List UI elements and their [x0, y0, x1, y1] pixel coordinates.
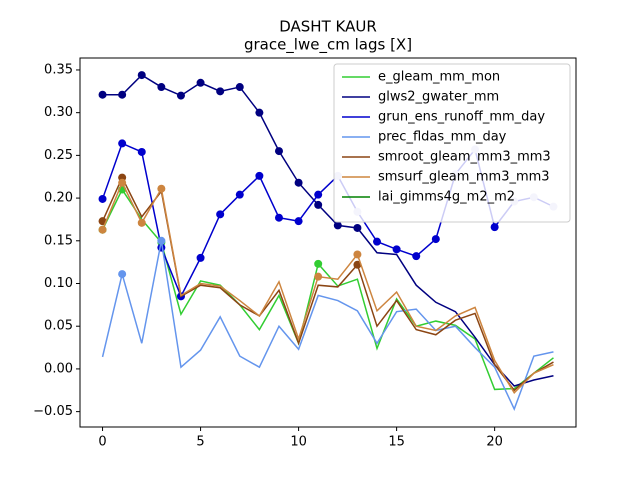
- point-marker: [157, 184, 166, 193]
- legend-label: smsurf_gleam_mm3_mm3: [378, 170, 550, 185]
- legend: e_gleam_mm_mon glws2_gwater_mm grun_ens_ru…: [333, 63, 571, 223]
- point-marker: [216, 87, 225, 96]
- y-tick-label: 0.30: [44, 105, 73, 120]
- series-line: [101, 188, 554, 391]
- point-marker: [255, 171, 264, 180]
- point-marker: [98, 194, 107, 203]
- legend-label: smroot_gleam_mm3_mm3: [378, 150, 551, 165]
- point-marker: [333, 221, 342, 230]
- point-marker: [118, 90, 127, 99]
- point-marker: [118, 139, 127, 148]
- x-tick-label: 15: [388, 435, 405, 450]
- y-tick-label: 0.10: [44, 276, 73, 291]
- point-marker: [137, 71, 146, 80]
- point-marker: [137, 147, 146, 156]
- point-marker: [294, 217, 303, 226]
- x-tick-label: 10: [290, 435, 307, 450]
- point-marker: [274, 213, 283, 222]
- y-tick-label: 0.00: [44, 361, 73, 376]
- point-marker: [412, 252, 421, 261]
- point-marker: [353, 250, 362, 259]
- point-marker: [196, 253, 205, 262]
- legend-box: [333, 63, 571, 223]
- point-marker: [431, 235, 440, 244]
- point-marker: [235, 190, 244, 199]
- point-marker: [353, 260, 362, 269]
- y-tick-label: 0.35: [44, 62, 73, 77]
- legend-label: glws2_gwater_mm: [378, 90, 499, 105]
- point-marker: [157, 236, 166, 245]
- point-marker: [314, 200, 323, 209]
- point-marker: [98, 90, 107, 99]
- y-tick-label: 0.25: [44, 148, 73, 163]
- point-marker: [314, 259, 323, 268]
- legend-label: prec_fldas_mm_day: [378, 130, 507, 145]
- axes-frame: [79, 57, 577, 428]
- point-marker: [490, 223, 499, 232]
- y-tick-label: −0.05: [33, 404, 73, 419]
- point-marker: [157, 83, 166, 92]
- point-marker: [392, 245, 401, 254]
- y-tick-label: 0.20: [44, 191, 73, 206]
- legend-label: grun_ens_runoff_mm_day: [378, 110, 545, 125]
- point-marker: [118, 270, 127, 279]
- series-line: [101, 240, 554, 412]
- chart-subtitle: grace_lwe_cm lags [X]: [244, 36, 412, 55]
- point-marker: [216, 210, 225, 219]
- point-marker: [118, 178, 127, 187]
- point-marker: [137, 218, 146, 227]
- point-marker: [98, 225, 107, 234]
- point-marker: [314, 272, 323, 281]
- series-line: [101, 180, 554, 395]
- point-marker: [353, 223, 362, 232]
- x-tick-label: 0: [98, 435, 106, 450]
- y-tick-label: 0.05: [44, 319, 73, 334]
- point-marker: [176, 91, 185, 100]
- point-marker: [373, 237, 382, 246]
- point-marker: [255, 108, 264, 117]
- chart-title: DASHT KAUR: [279, 18, 377, 36]
- legend-label: e_gleam_mm_mon: [378, 70, 500, 85]
- point-marker: [294, 178, 303, 187]
- point-marker: [314, 190, 323, 199]
- x-tick-label: 20: [486, 435, 503, 450]
- point-marker: [274, 147, 283, 156]
- point-marker: [196, 78, 205, 87]
- y-tick-label: 0.15: [44, 233, 73, 248]
- point-marker: [235, 83, 244, 92]
- legend-label: lai_gimms4g_m2_m2: [378, 190, 515, 205]
- x-tick-label: 5: [196, 435, 204, 450]
